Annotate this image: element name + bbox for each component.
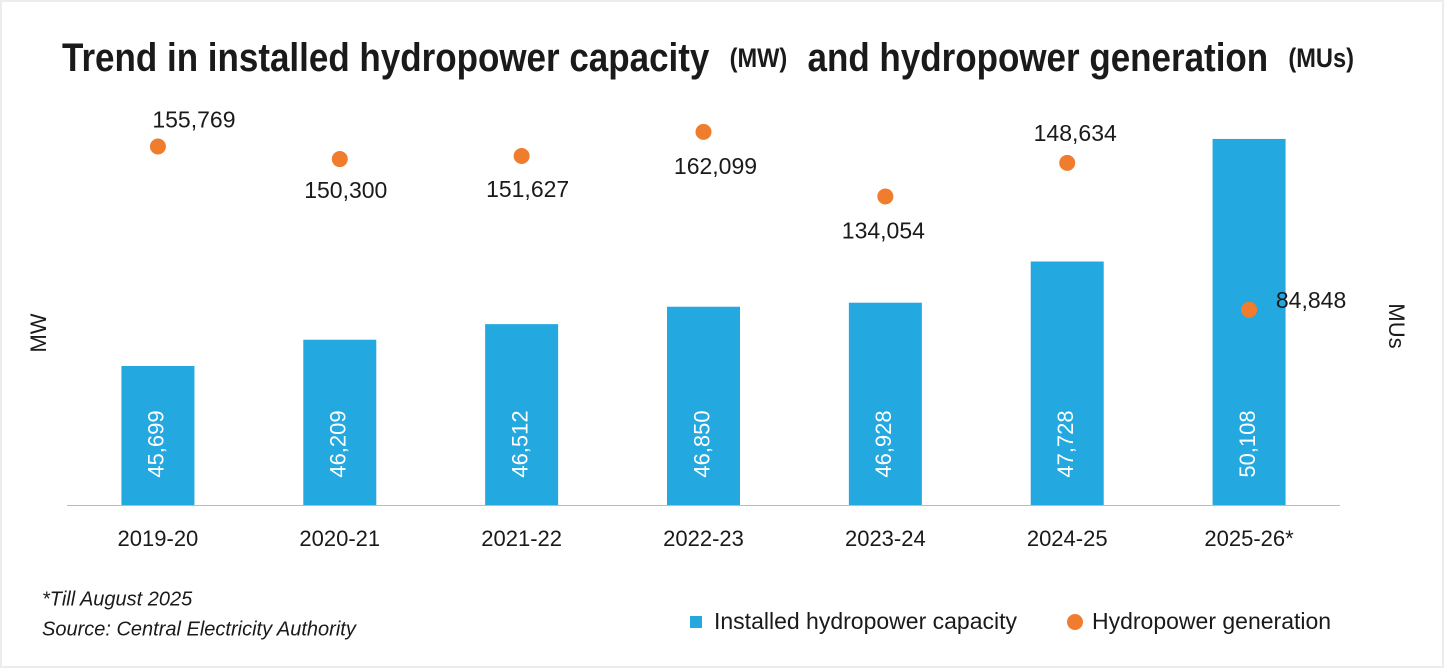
legend-swatch: [690, 616, 702, 628]
bar: [121, 366, 195, 505]
bar: [1212, 138, 1286, 506]
bar-value-label: 46,209: [326, 410, 351, 477]
bar-value-label: 46,850: [689, 410, 714, 477]
bar: [303, 339, 377, 505]
title-unit: (MW): [730, 43, 788, 73]
x-tick-label: 2022-23: [663, 526, 744, 551]
bar-value-label: 47,728: [1053, 410, 1078, 477]
dot-value-label: 162,099: [674, 153, 757, 179]
bar-value-label: 46,512: [507, 410, 532, 477]
x-tick-label: 2025-26*: [1204, 526, 1294, 551]
bar: [485, 324, 559, 505]
bar: [1030, 261, 1104, 505]
dot-value-label: 148,634: [1034, 120, 1117, 146]
dot-value-label: 150,300: [304, 177, 387, 203]
dot: [331, 151, 348, 168]
title-unit: (MUs): [1288, 43, 1354, 73]
bar: [667, 306, 740, 505]
bar-value-label: 50,108: [1235, 410, 1260, 477]
dot: [1059, 154, 1076, 171]
dot: [149, 138, 166, 155]
x-tick-label: 2021-22: [481, 526, 562, 551]
legend-swatch: [1067, 614, 1083, 630]
bar: [848, 302, 922, 505]
y2-axis-label: MUs: [1384, 303, 1409, 348]
dot-value-label: 151,627: [486, 176, 569, 202]
x-tick-label: 2019-20: [118, 526, 199, 551]
chart-title: Trend in installed hydropower capacity (…: [62, 36, 1354, 80]
dot: [513, 148, 530, 165]
bar-value-label: 46,928: [871, 410, 896, 477]
dot-value-label: 155,769: [152, 107, 235, 133]
legend-label: Installed hydropower capacity: [714, 608, 1017, 634]
title-part: and hydropower generation: [808, 36, 1269, 80]
source: Source: Central Electricity Authority: [42, 618, 357, 640]
bar-value-label: 45,699: [144, 410, 169, 477]
footnote: *Till August 2025: [42, 588, 193, 610]
x-tick-label: 2020-21: [299, 526, 380, 551]
dot: [1241, 301, 1258, 318]
title-part: Trend in installed hydropower capacity: [62, 36, 710, 80]
x-tick-label: 2024-25: [1027, 526, 1108, 551]
dot: [877, 188, 894, 205]
dot-value-label: 84,848: [1276, 287, 1346, 313]
dot-value-label: 134,054: [842, 218, 925, 244]
legend-label: Hydropower generation: [1092, 608, 1331, 634]
dot: [695, 123, 712, 140]
y-axis-label: MW: [26, 313, 51, 352]
x-tick-label: 2023-24: [845, 526, 926, 551]
